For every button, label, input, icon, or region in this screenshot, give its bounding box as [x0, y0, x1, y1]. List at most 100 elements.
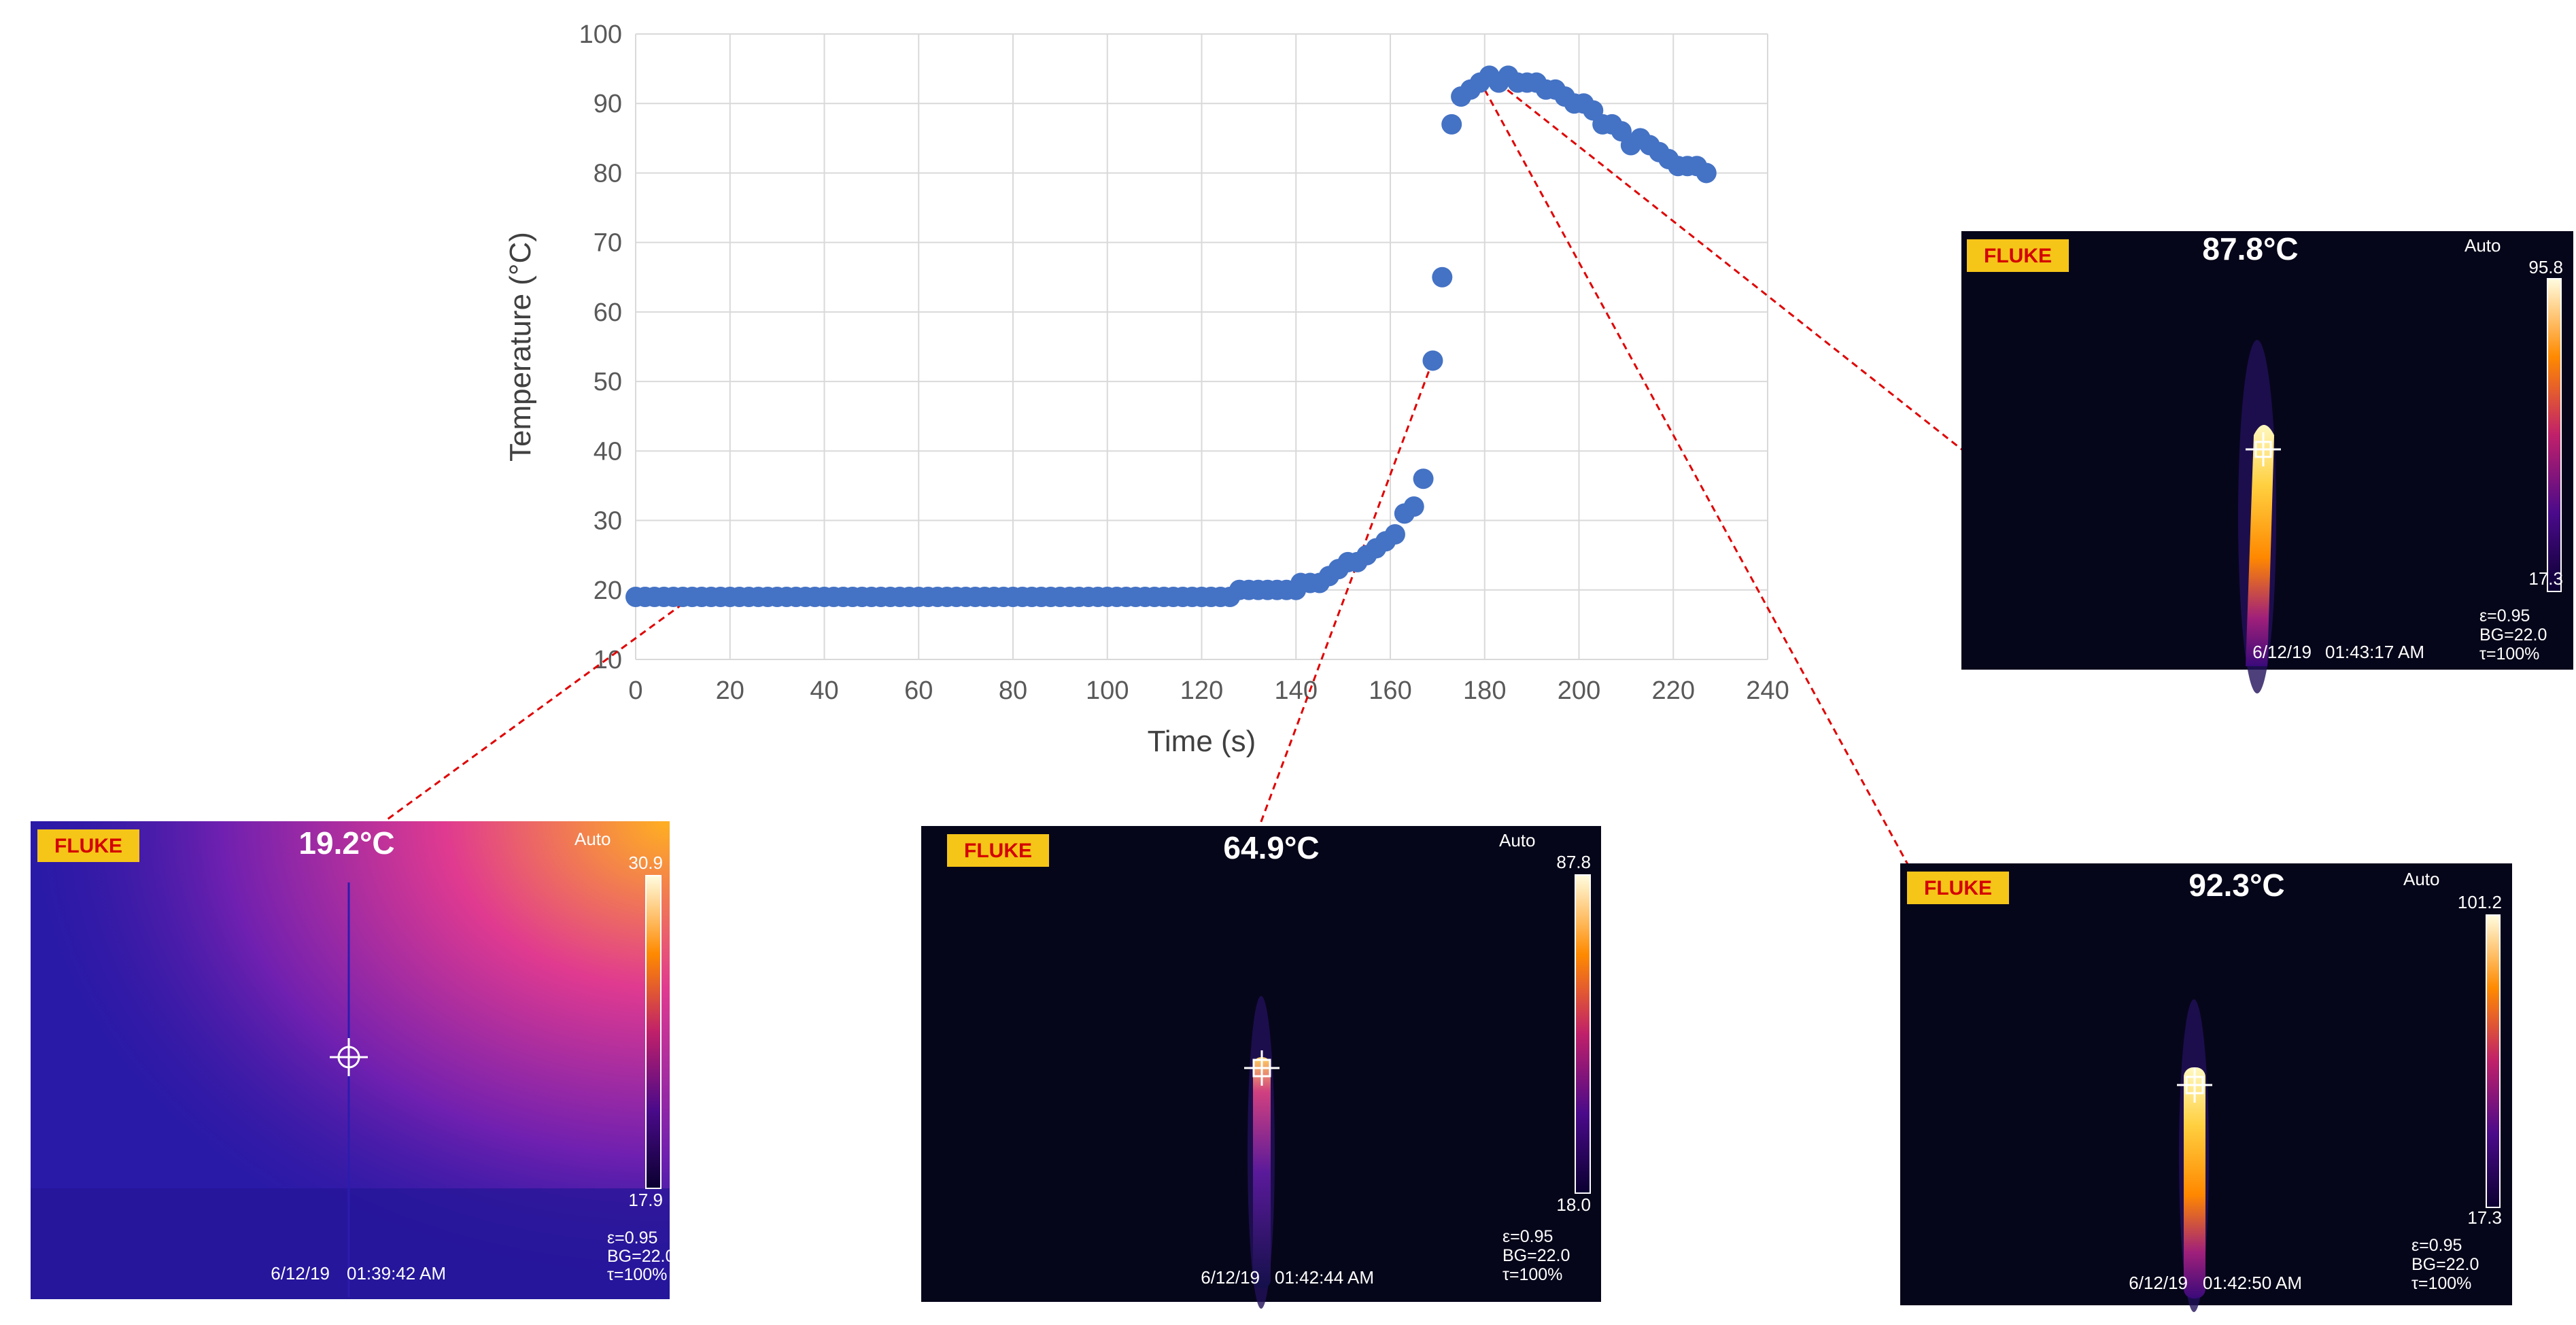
crosshair-icon [2246, 432, 2281, 466]
thermal-image-1: FLUKE 19.2°C Auto 30.9 17.9 ε=0.95 BG=22… [31, 821, 674, 1299]
emissivity: ε=0.95 [2411, 1236, 2462, 1255]
range-mode: Auto [2403, 869, 2440, 889]
connector-line [1483, 89, 1910, 867]
thermal-image-4: FLUKE 87.8°C Auto 95.8 17.3 ε=0.95 BG=22… [1961, 231, 2573, 693]
connector-line [1256, 360, 1434, 831]
background-temp: BG=22.0 [607, 1247, 674, 1266]
data-series-markers [625, 65, 1717, 607]
spot-temperature: 64.9°C [1223, 830, 1319, 865]
x-tick-label: 240 [1746, 676, 1789, 705]
capture-date: 6/12/19 [271, 1263, 330, 1284]
y-tick-label: 40 [594, 437, 622, 466]
data-point [1441, 114, 1462, 135]
capture-date: 6/12/19 [2129, 1273, 2188, 1293]
scale-min: 18.0 [1556, 1194, 1591, 1215]
fluke-logo-text: FLUKE [964, 840, 1032, 862]
transmission: τ=100% [607, 1265, 667, 1284]
thermal-image-3: FLUKE 92.3°C Auto 101.2 17.3 ε=0.95 BG=2… [1900, 863, 2512, 1312]
scale-min: 17.9 [628, 1190, 663, 1210]
data-point [1696, 162, 1717, 184]
x-tick-label: 160 [1369, 676, 1411, 705]
fluke-logo-text: FLUKE [1984, 245, 2052, 267]
fluke-logo [1907, 872, 2009, 904]
emissivity: ε=0.95 [2479, 606, 2530, 625]
capture-time: 01:42:44 AM [1275, 1267, 1374, 1288]
data-point [1413, 468, 1434, 489]
temperature-time-chart: 10 20 30 40 50 60 70 80 90 100 0 20 40 60 80 100 120 140… [387, 20, 1964, 867]
color-scale-bar [2486, 914, 2501, 1208]
fluke-logo-text: FLUKE [54, 835, 122, 857]
color-scale-bar [1575, 874, 1591, 1194]
connector-line [1488, 75, 1964, 452]
crosshair-icon [330, 1038, 368, 1076]
y-tick-label: 100 [579, 20, 622, 49]
heated-rod [1253, 1057, 1271, 1288]
transmission: τ=100% [2411, 1274, 2471, 1293]
heated-rod [2246, 425, 2274, 666]
heated-rod [2184, 1067, 2205, 1298]
x-tick-label: 100 [1086, 676, 1129, 705]
x-tick-label: 180 [1463, 676, 1506, 705]
x-tick-label: 20 [716, 676, 744, 705]
crosshair-icon [1244, 1050, 1280, 1086]
capture-time: 01:39:42 AM [347, 1263, 446, 1284]
spot-temperature: 19.2°C [298, 825, 394, 861]
range-mode: Auto [574, 829, 611, 849]
scale-min: 17.3 [2467, 1207, 2502, 1228]
y-tick-label: 50 [594, 368, 622, 396]
fluke-logo [37, 829, 139, 862]
fluke-logo [1967, 239, 2069, 272]
transmission: τ=100% [1502, 1265, 1562, 1284]
data-point [1432, 266, 1453, 288]
connector-lines [387, 75, 1964, 867]
connector-line [387, 596, 693, 821]
color-scale-bar [2547, 278, 2562, 592]
y-tick-label: 70 [594, 229, 622, 258]
scale-max: 30.9 [628, 853, 663, 873]
emissivity: ε=0.95 [1502, 1227, 1553, 1246]
scale-min: 17.3 [2528, 568, 2563, 589]
x-tick-label: 80 [999, 676, 1027, 705]
emissivity: ε=0.95 [607, 1228, 657, 1247]
y-tick-label: 10 [594, 646, 622, 674]
y-tick-label: 20 [594, 577, 622, 605]
fluke-logo [947, 834, 1049, 867]
spot-temperature: 87.8°C [2202, 231, 2298, 266]
x-tick-label: 220 [1652, 676, 1695, 705]
x-tick-label: 200 [1558, 676, 1600, 705]
capture-date: 6/12/19 [2252, 642, 2312, 662]
y-tick-label: 30 [594, 507, 622, 536]
scale-max: 95.8 [2528, 257, 2563, 277]
data-point [1403, 496, 1424, 517]
spot-temperature: 92.3°C [2188, 867, 2284, 903]
background-temp: BG=22.0 [2411, 1255, 2479, 1274]
floor-region [31, 1188, 670, 1299]
y-axis-ticks: 10 20 30 40 50 60 70 80 90 100 [579, 20, 622, 674]
background-temp: BG=22.0 [1502, 1246, 1570, 1265]
x-axis-ticks: 0 20 40 60 80 100 120 140 160 180 200 220 240 [628, 676, 1789, 705]
x-axis-title: Time (s) [1148, 725, 1256, 758]
scale-max: 101.2 [2458, 892, 2502, 912]
color-scale-bar [645, 875, 662, 1189]
transmission: τ=100% [2479, 644, 2539, 664]
range-mode: Auto [1499, 830, 1536, 850]
x-tick-label: 140 [1275, 676, 1318, 705]
scale-max: 87.8 [1556, 852, 1591, 872]
y-tick-label: 60 [594, 298, 622, 327]
x-tick-label: 0 [628, 676, 642, 705]
thermal-image-2: FLUKE 64.9°C Auto 87.8 18.0 ε=0.95 BG=22… [921, 826, 1601, 1309]
capture-time: 01:43:17 AM [2325, 642, 2424, 662]
background-temp: BG=22.0 [2479, 625, 2547, 644]
x-tick-label: 120 [1180, 676, 1223, 705]
capture-time: 01:42:50 AM [2203, 1273, 2302, 1293]
range-mode: Auto [2465, 235, 2501, 256]
capture-date: 6/12/19 [1201, 1267, 1260, 1288]
x-tick-label: 40 [810, 676, 838, 705]
crosshair-icon [2177, 1067, 2212, 1103]
y-axis-title: Temperature (°C) [504, 232, 537, 462]
y-tick-label: 90 [594, 90, 622, 118]
data-point [1384, 524, 1405, 545]
x-tick-label: 60 [904, 676, 933, 705]
fluke-logo-text: FLUKE [1924, 877, 1992, 899]
